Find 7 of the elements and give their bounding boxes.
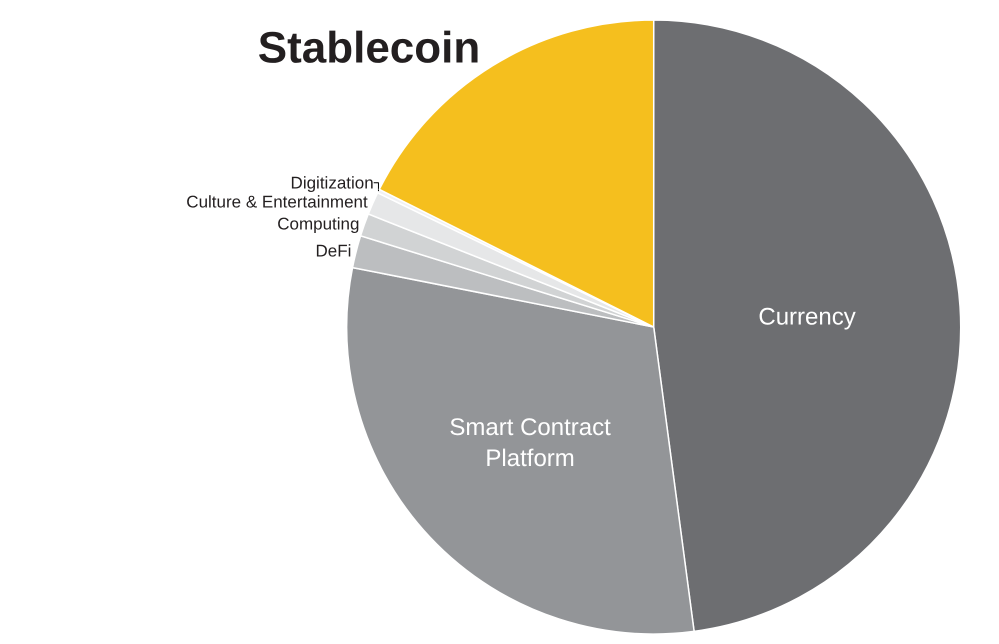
slice-label: Digitization [290,173,374,192]
slice-label: Computing [277,214,360,234]
slice-label: Stablecoin [258,24,480,72]
slice-label: Currency [758,303,856,330]
slice-label: DeFi [315,242,352,261]
slice-label: Smart Contract Platform [449,414,612,472]
slice-label: Culture & Entertainment [186,192,368,212]
